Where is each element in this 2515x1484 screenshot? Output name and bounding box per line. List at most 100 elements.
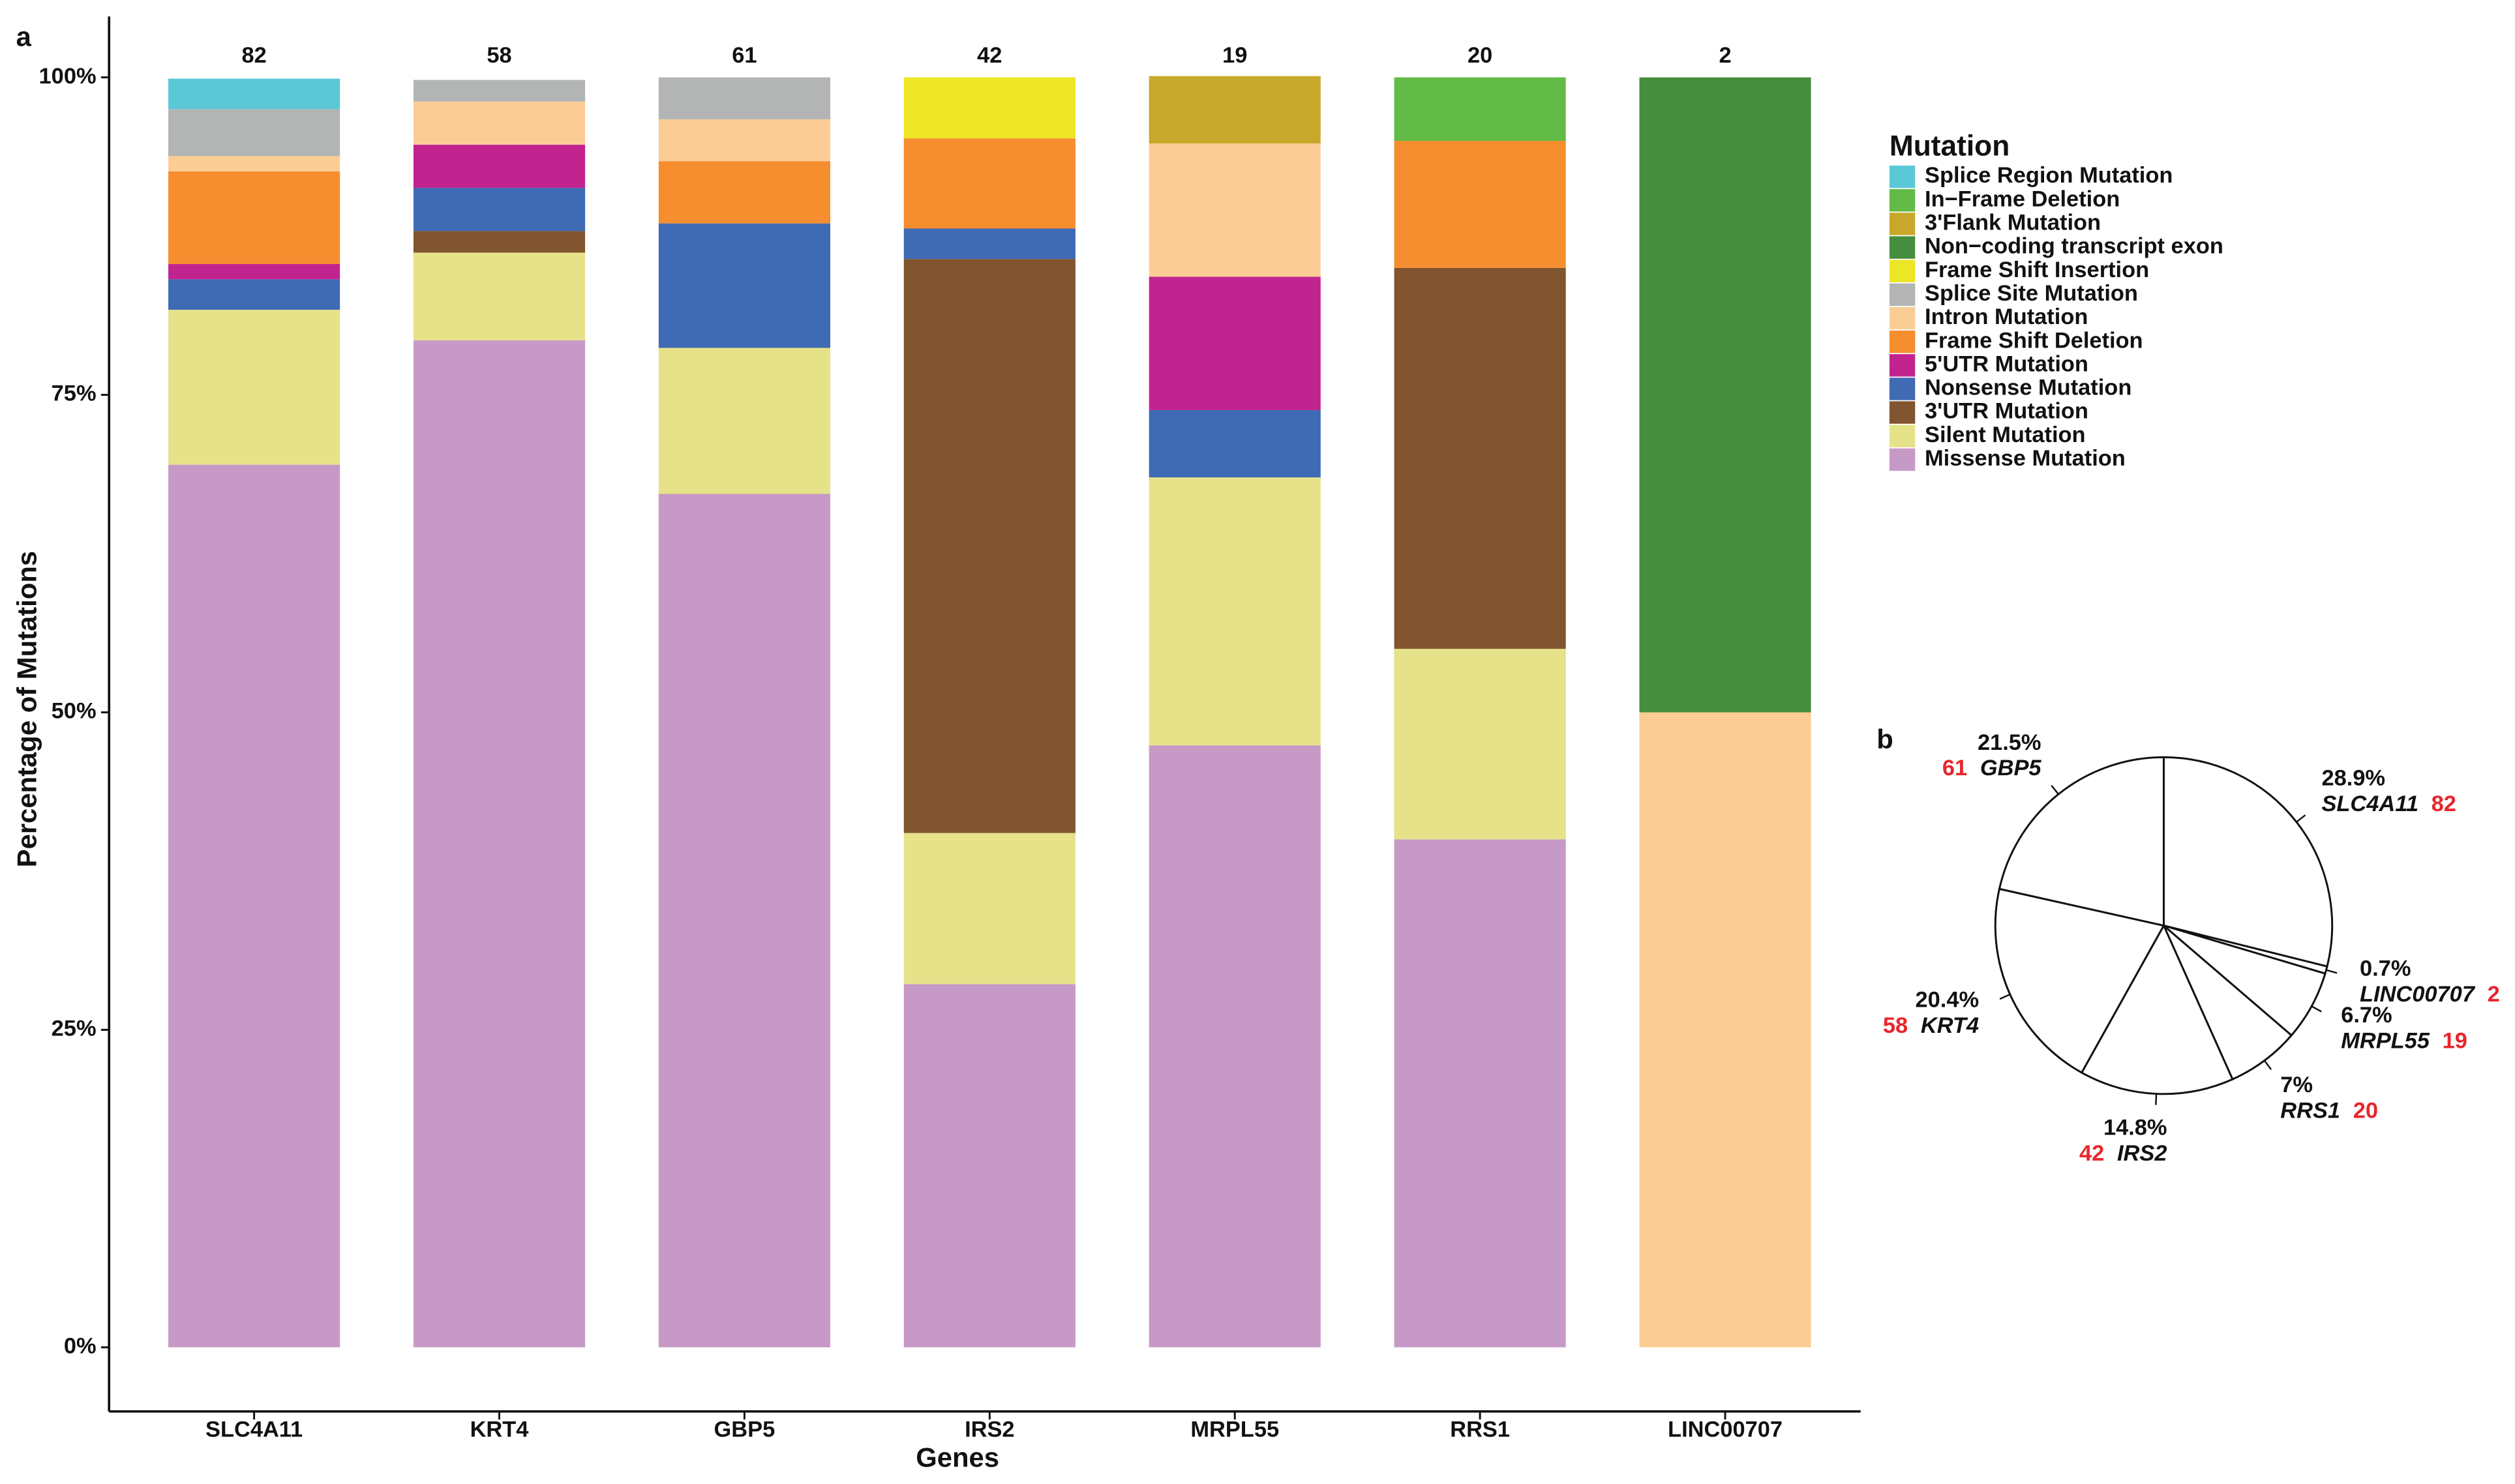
bar-segment <box>1394 141 1566 268</box>
y-tick-label: 25% <box>52 1017 97 1041</box>
legend-swatch <box>1889 213 1916 235</box>
bar-total: 61 <box>732 43 757 68</box>
bar-segment <box>903 138 1076 229</box>
legend-swatch <box>1889 354 1916 377</box>
legend-swatch <box>1889 165 1916 188</box>
bar-segment <box>168 109 340 156</box>
pie-value-label: 14.8% <box>2103 1116 2167 1140</box>
panel-label: b <box>1876 724 1893 754</box>
legend-swatch <box>1889 306 1916 330</box>
bar-segment <box>658 161 830 224</box>
legend-swatch <box>1889 448 1916 471</box>
pie-category-label: RRS1 20 <box>2280 1098 2378 1123</box>
legend-swatch <box>1889 401 1916 424</box>
bar-segment <box>658 494 830 1348</box>
bar-segment <box>1149 409 1321 478</box>
legend-label: Missense Mutation <box>1925 446 2126 471</box>
y-tick-label: 75% <box>52 381 97 406</box>
bar-total: 58 <box>487 43 511 68</box>
pie-label-tick <box>2326 969 2338 974</box>
pie-count: 82 <box>2432 792 2456 816</box>
bar-segment <box>168 78 340 110</box>
bar-segment <box>413 252 586 340</box>
pie-gene: RRS1 <box>2280 1098 2340 1123</box>
pie-category-label: MRPL55 19 <box>2341 1028 2467 1053</box>
legend-swatch <box>1889 236 1916 259</box>
x-tick-label: GBP5 <box>714 1417 776 1442</box>
bar-segment <box>1639 712 1811 1348</box>
legend-label: Splice Region Mutation <box>1925 163 2173 188</box>
pie-gene: GBP5 <box>1980 756 2042 780</box>
y-tick-label: 0% <box>64 1333 97 1358</box>
legend-label: Frame Shift Insertion <box>1925 258 2149 282</box>
bar-segment <box>903 833 1076 985</box>
bar-total: 2 <box>1719 43 1731 68</box>
y-axis-label: Percentage of Mutations <box>11 551 42 867</box>
bar-segment <box>413 144 586 188</box>
bar-segment <box>168 156 340 171</box>
x-tick-label: LINC00707 <box>1668 1417 1783 1442</box>
pie-category-label: 42 IRS2 <box>2079 1141 2167 1166</box>
pie-label-tick <box>2296 814 2306 823</box>
bar-segment <box>168 263 340 280</box>
legend-label: Splice Site Mutation <box>1925 281 2138 306</box>
bar-segment <box>658 77 830 119</box>
bar-segment <box>413 340 586 1348</box>
legend-label: Intron Mutation <box>1925 304 2088 329</box>
bar-segment <box>168 310 340 465</box>
bar-segment <box>168 279 340 310</box>
legend-swatch <box>1889 283 1916 306</box>
pie-slice <box>2162 756 2334 968</box>
x-tick-label: KRT4 <box>470 1417 529 1442</box>
pie-gene: LINC00707 <box>2360 982 2476 1007</box>
pie-value-label: 28.9% <box>2321 766 2385 791</box>
pie-count: 58 <box>1883 1013 1908 1038</box>
bar-segment <box>658 348 830 494</box>
bar-segment <box>1149 477 1321 746</box>
legend-swatch <box>1889 378 1916 400</box>
bar-segment <box>1394 649 1566 840</box>
pie-count: 19 <box>2443 1028 2467 1053</box>
bar-segment <box>1149 143 1321 277</box>
pie-slice <box>2163 925 2327 1037</box>
legend-swatch <box>1889 330 1916 353</box>
legend-label: Silent Mutation <box>1925 423 2086 447</box>
pie-label-tick <box>1999 993 2011 1000</box>
legend-label: Frame Shift Deletion <box>1925 328 2143 353</box>
bar-segment <box>903 984 1076 1348</box>
bar-total: 19 <box>1222 43 1247 68</box>
x-axis-label: Genes <box>916 1442 999 1473</box>
pie-slice <box>1998 756 2165 927</box>
x-tick-label: IRS2 <box>965 1417 1015 1442</box>
pie-gene: MRPL55 <box>2341 1028 2430 1053</box>
bar-segment <box>413 80 586 102</box>
pie-gene: SLC4A11 <box>2321 792 2418 816</box>
pie-value-label: 20.4% <box>1916 988 1980 1013</box>
bar-segment <box>658 119 830 162</box>
pie-category-label: LINC00707 2 <box>2360 982 2500 1007</box>
pie-label-tick <box>2051 784 2059 795</box>
bar-segment <box>658 223 830 348</box>
legend-swatch <box>1889 260 1916 282</box>
x-tick-label: SLC4A11 <box>205 1417 303 1442</box>
bar-segment <box>1394 267 1566 649</box>
bar-segment <box>1394 77 1566 141</box>
pie-count: 2 <box>2488 982 2500 1007</box>
bar-segment <box>1149 276 1321 410</box>
legend-swatch <box>1889 189 1916 212</box>
bar-segment <box>1639 77 1811 713</box>
bar-segment <box>168 464 340 1348</box>
x-tick-label: RRS1 <box>1450 1417 1510 1442</box>
bar-segment <box>168 171 340 264</box>
pie-value-label: 21.5% <box>1978 730 2041 755</box>
bar-segment <box>903 77 1076 139</box>
pie-label-tick <box>2311 1005 2322 1013</box>
pie-gene: IRS2 <box>2117 1141 2167 1166</box>
y-tick-label: 100% <box>39 64 97 89</box>
pie-value-label: 7% <box>2280 1073 2313 1097</box>
bar-segment <box>903 228 1076 260</box>
bar-segment <box>413 231 586 253</box>
bar-segment <box>1149 745 1321 1348</box>
bar-segment <box>1149 76 1321 143</box>
